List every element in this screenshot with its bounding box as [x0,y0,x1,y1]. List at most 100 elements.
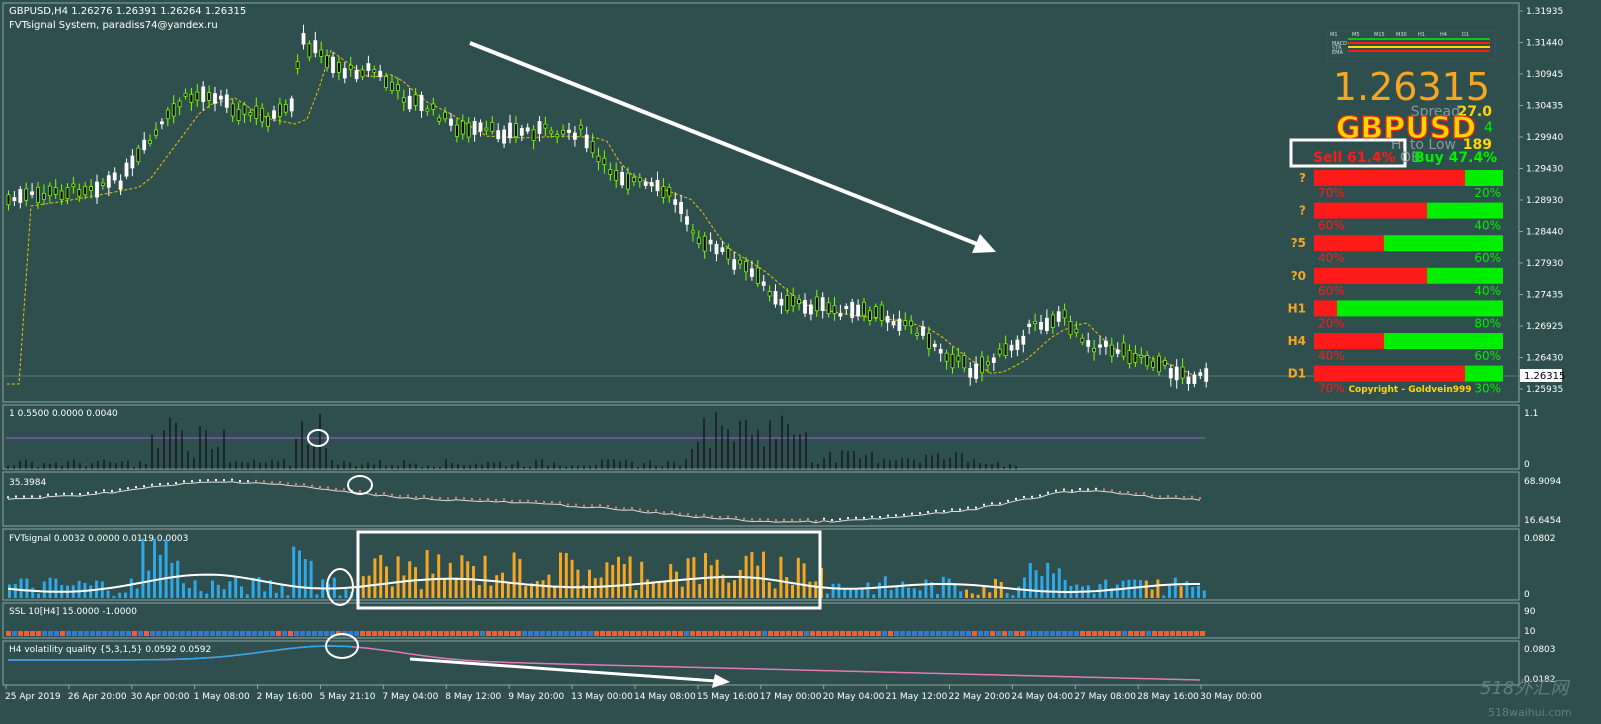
candle-body [248,112,253,116]
sell-bar [1314,333,1384,349]
p3-bar [13,583,17,598]
p2-dot [1135,492,1137,495]
candle-body [443,111,448,120]
p3-bar [48,577,52,598]
p3-bar [1052,573,1055,598]
candle-body [755,267,760,284]
p3-bar [802,563,806,598]
candle-body [626,172,630,190]
p4-tick-bottom: 10 [1524,627,1536,637]
candle-body [555,134,560,138]
p3-bar [524,586,528,598]
candle-body [419,94,424,112]
candle-body [384,75,389,89]
candle-body [195,91,200,101]
p3-bar [646,579,649,598]
p2-dot [623,507,625,510]
p3-bar [895,585,899,598]
p4-block [732,631,737,636]
p3-bar [147,570,151,598]
buy-percent-label: 60% [1474,251,1501,265]
p2-dot [39,495,41,498]
p2-dot [63,492,65,495]
p2-dot [159,483,161,486]
p3-bar [982,586,986,598]
bar-label: D1 [1288,367,1306,381]
p4-block [180,631,185,636]
spread-value: 27.0 [1457,104,1492,120]
p2-dot [631,506,633,509]
p4-block [606,631,611,636]
p2-dot [471,497,473,500]
candle-body [83,186,88,196]
lower-arrow [409,657,717,683]
p4-block [1200,631,1205,636]
bar-label: ?0 [1291,269,1306,283]
candle-body [909,320,914,327]
p2-dot [135,486,137,489]
p3-bar [535,581,539,598]
p2-dot [463,497,465,500]
p4-block [918,631,923,636]
candle-body [325,55,330,69]
candle-body [301,33,306,45]
p4-block [840,631,845,636]
p4-block [756,631,761,636]
current-price-label: 1.26315 [1524,371,1565,382]
p3-bar [837,583,841,598]
candle-body [543,123,548,129]
p2-dot [1127,491,1129,494]
candle-body [1068,321,1073,336]
candle-body [584,134,589,149]
row-label: STR [1332,46,1342,52]
p3-bar [245,594,249,598]
p3-tick-bottom: 0 [1524,590,1530,600]
time-tick-label: 27 May 08:00 [1074,692,1136,702]
p2-dot [1007,499,1009,502]
sell-percent-label: 70% [1318,382,1345,396]
p3-bar [767,582,771,598]
p4-block [636,631,641,636]
hi-to-low-label: Hi to Low [1391,137,1456,153]
p3-bar [8,584,11,598]
p4-block [102,631,107,636]
p4-block [48,631,53,636]
p4-block [420,631,425,636]
p4-block [894,631,899,636]
p3-bar [599,577,603,598]
p3-bar [506,583,510,598]
p4-block [1170,631,1175,636]
p2-dot [895,514,897,517]
p3-bar [77,580,81,598]
p4-block [858,631,863,636]
p3-bar [849,589,852,598]
candle-body [696,237,701,245]
sell-bar [1314,202,1427,219]
p3-bar [419,589,423,598]
p4-block [216,631,221,636]
p2-dot [103,489,105,492]
p4-block [1176,631,1181,636]
panel-3-line [7,573,1200,593]
candle-body [472,121,477,135]
candle-body [30,191,35,195]
candle-body [342,68,347,79]
candle-body [230,103,235,117]
candle-body [726,248,731,260]
p3-bar [344,589,348,598]
p2-dot [175,482,177,485]
p4-block [696,631,701,636]
candle-body [531,129,536,141]
p4-block [528,631,533,636]
candle-body [1098,344,1102,348]
sell-highlight-box [1289,138,1407,168]
p3-bar [158,554,162,598]
p3-bar [588,569,591,598]
candle-body [218,95,223,100]
p4-block [1158,631,1163,636]
p3-bar [37,593,40,598]
candle-body [348,64,353,70]
p4-block [390,631,395,636]
candle-body [649,182,654,187]
